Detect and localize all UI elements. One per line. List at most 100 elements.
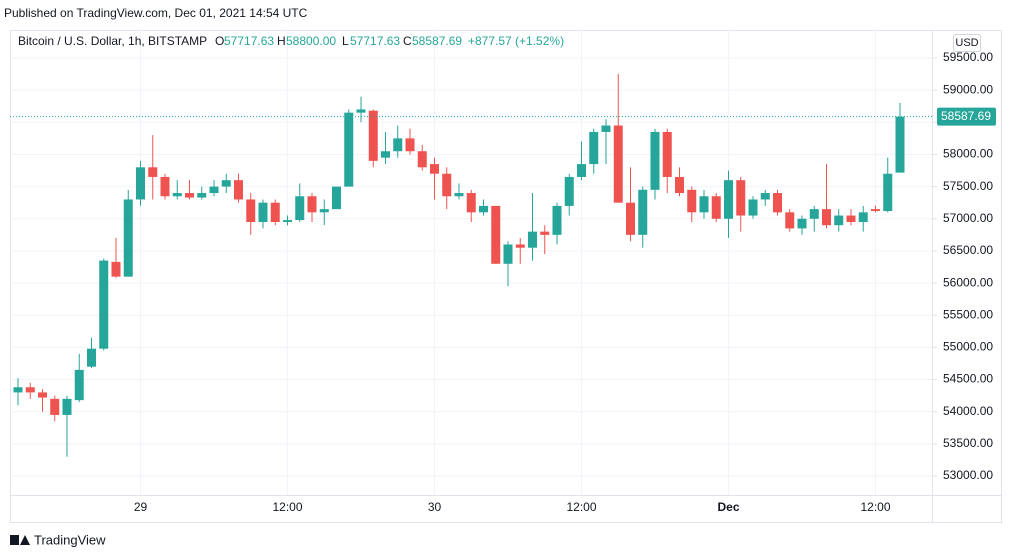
candle-body: [368, 110, 378, 161]
candle-body: [393, 138, 403, 152]
candle-body: [883, 173, 893, 212]
legend-h: H: [277, 34, 286, 48]
candle-body: [736, 180, 746, 216]
candle-body: [381, 151, 390, 158]
y-tick-label: 53500.00: [943, 436, 993, 450]
candle-body: [724, 180, 733, 219]
candle-body: [711, 196, 721, 219]
candle-body: [846, 215, 856, 222]
candle-body: [246, 199, 256, 222]
candle-body: [295, 196, 305, 221]
x-tick-label: 12:00: [272, 500, 302, 514]
candle-body: [197, 193, 207, 198]
candle-body: [417, 151, 427, 168]
candle-body: [491, 205, 501, 264]
price-label: 58587.69: [941, 109, 991, 123]
candle-body: [62, 398, 72, 415]
candle-body: [564, 176, 574, 206]
candle-body: [356, 109, 366, 113]
candle-body: [332, 186, 341, 210]
candle-body: [430, 164, 439, 174]
footer-brand: TradingView: [34, 532, 106, 547]
published-header: Published on TradingView.com, Dec 01, 20…: [4, 6, 308, 20]
candle-body: [13, 387, 23, 393]
y-tick-label: 54000.00: [943, 404, 993, 418]
currency: USD: [955, 37, 978, 49]
candle-body: [172, 193, 182, 197]
chart-frame: [10, 30, 1002, 523]
candle-body: [528, 231, 537, 248]
logo: [10, 535, 30, 545]
y-tick-label: 56000.00: [943, 275, 993, 289]
legend-l: L: [342, 34, 349, 48]
candle-body: [25, 387, 35, 393]
candle-body: [760, 193, 770, 200]
y-tick-label: 53000.00: [943, 468, 993, 482]
candles: [13, 74, 905, 457]
legend-low: 57717.63: [350, 34, 400, 48]
y-tick-label: 57000.00: [943, 211, 993, 225]
candle-body: [834, 215, 844, 226]
y-tick-label: 54500.00: [943, 372, 993, 386]
y-tick-label: 59000.00: [943, 82, 993, 96]
candle-body: [405, 138, 415, 152]
candle-body: [454, 193, 464, 197]
candle-body: [87, 348, 96, 367]
candle-body: [344, 112, 354, 187]
candle-body: [785, 212, 795, 229]
candle-body: [319, 209, 329, 213]
candle-body: [650, 131, 660, 190]
candle-body: [258, 202, 268, 222]
legend: Bitcoin / U.S. Dollar, 1h, BITSTAMP O 57…: [18, 34, 564, 48]
candle-body: [466, 193, 476, 213]
x-tick-label: 30: [428, 500, 442, 514]
x-tick-label: Dec: [717, 500, 739, 514]
candle-body: [503, 244, 513, 264]
candle-body: [74, 369, 84, 401]
y-tick-label: 55000.00: [943, 340, 993, 354]
candle-body: [809, 209, 819, 219]
candle-body: [577, 164, 586, 177]
legend-high: 58800.00: [286, 34, 336, 48]
y-tick-label: 57500.00: [943, 179, 993, 193]
y-tick-label: 55500.00: [943, 307, 993, 321]
legend-open: 57717.63: [224, 34, 274, 48]
candle-body: [822, 209, 831, 226]
candle-body: [307, 196, 317, 213]
candle-body: [895, 116, 905, 173]
legend-o: O: [215, 34, 224, 48]
candle-body: [773, 193, 782, 213]
legend-close: 58587.69: [412, 34, 462, 48]
x-tick-label: 12:00: [860, 500, 890, 514]
candle-body: [160, 176, 170, 197]
candle-body: [479, 205, 488, 213]
candle-body: [589, 131, 599, 165]
candle-body: [552, 205, 562, 235]
candle-body: [540, 231, 550, 235]
candle-body: [38, 392, 47, 398]
candle-body: [699, 196, 709, 213]
candle-body: [613, 125, 623, 203]
candle-body: [626, 202, 635, 235]
currency-box: [953, 34, 981, 52]
legend-c: C: [403, 34, 412, 48]
candle-body: [515, 244, 525, 248]
candle-body: [687, 189, 697, 213]
candle-body: [234, 180, 243, 200]
legend-symbol: Bitcoin / U.S. Dollar, 1h, BITSTAMP: [18, 34, 207, 48]
candle-body: [123, 199, 133, 277]
candle-body: [442, 173, 452, 197]
candle-body: [50, 398, 60, 415]
candle-body: [601, 125, 611, 132]
candle-body: [270, 202, 280, 222]
x-tick-label: 12:00: [566, 500, 596, 514]
candle-body: [148, 167, 158, 177]
candle-body: [871, 209, 880, 212]
legend-change: +877.57 (+1.52%): [468, 34, 564, 48]
y-tick-label: 59500.00: [943, 50, 993, 64]
candle-body: [136, 167, 145, 200]
candle-body: [283, 220, 292, 222]
candle-body: [221, 180, 231, 187]
grid: [10, 30, 932, 495]
